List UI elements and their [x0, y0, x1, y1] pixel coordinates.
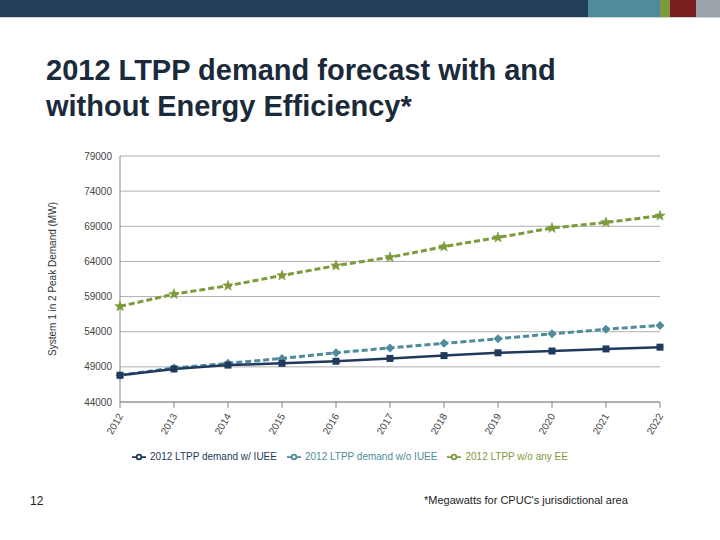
- svg-text:2022: 2022: [645, 411, 666, 436]
- svg-text:74000: 74000: [84, 186, 112, 197]
- svg-text:2018: 2018: [429, 411, 450, 436]
- html-text:12: 12: [30, 494, 44, 508]
- html-text:2012 LTPP demand forecast with: 2012 LTPP demand forecast with and witho…: [46, 54, 556, 122]
- svg-text:79000: 79000: [84, 151, 112, 162]
- svg-text:System 1 in 2 Peak Demand (MW): System 1 in 2 Peak Demand (MW): [47, 202, 58, 356]
- svg-text:2020: 2020: [537, 411, 558, 436]
- html-text:*Megawatts for CPUC's jurisdic: *Megawatts for CPUC's jurisdictional are…: [424, 494, 628, 506]
- svg-text:54000: 54000: [84, 326, 112, 337]
- svg-text:2015: 2015: [267, 411, 288, 436]
- svg-text:59000: 59000: [84, 291, 112, 302]
- svg-text:2014: 2014: [213, 411, 234, 436]
- svg-text:2017: 2017: [375, 411, 396, 436]
- svg-text:2013: 2013: [159, 411, 180, 436]
- svg-text:69000: 69000: [84, 221, 112, 232]
- svg-text:49000: 49000: [84, 361, 112, 372]
- html-text:2012 LTPP demand w/o IUEE: 2012 LTPP demand w/o IUEE: [305, 450, 438, 462]
- svg-text:2021: 2021: [591, 411, 612, 436]
- svg-text:64000: 64000: [84, 256, 112, 267]
- svg-text:2012: 2012: [105, 411, 126, 436]
- html-text:2012 LTPP demand w/ IUEE: 2012 LTPP demand w/ IUEE: [150, 450, 277, 462]
- svg-text:44000: 44000: [84, 397, 112, 408]
- html-text:2012 LTPP w/o any EE: 2012 LTPP w/o any EE: [465, 450, 568, 462]
- svg-text:2016: 2016: [321, 411, 342, 436]
- svg-text:2019: 2019: [483, 411, 504, 436]
